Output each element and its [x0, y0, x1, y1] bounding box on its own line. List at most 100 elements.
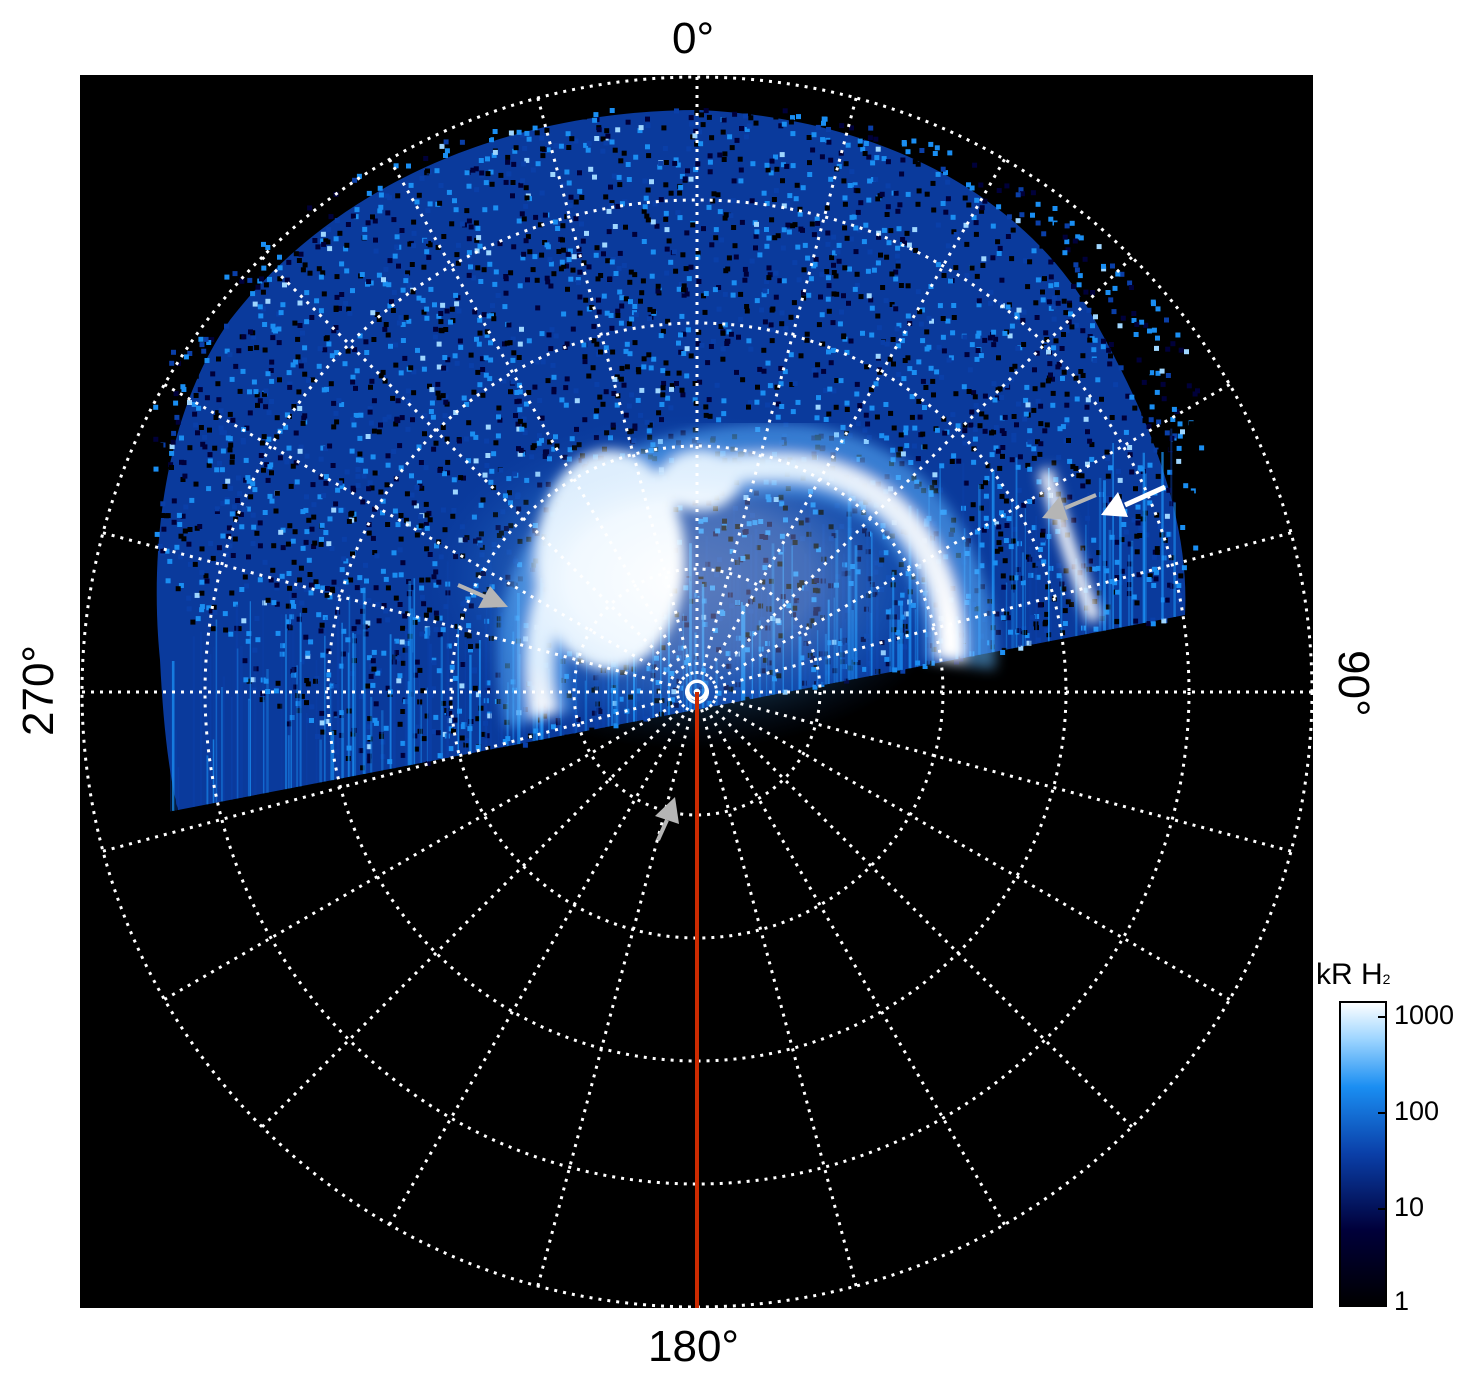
speckle-pixel — [740, 377, 746, 383]
speckle-pixel — [229, 376, 235, 382]
speckle-pixel — [329, 353, 335, 359]
speckle-pixel — [1165, 373, 1171, 378]
speckle-pixel — [352, 347, 358, 353]
speckle-pixel — [1089, 442, 1095, 448]
speckle-pixel — [358, 748, 364, 754]
speckle-pixel — [416, 444, 422, 450]
speckle-pixel — [991, 381, 997, 387]
speckle-pixel — [607, 276, 613, 282]
speckle-pixel — [400, 740, 406, 746]
speckle-pixel — [1044, 611, 1050, 617]
speckle-pixel — [1005, 606, 1011, 612]
speckle-pixel — [398, 536, 404, 542]
speckle-pixel — [658, 333, 664, 339]
speckle-pixel — [1009, 323, 1015, 329]
speckle-pixel — [1012, 501, 1018, 507]
speckle-pixel — [534, 277, 540, 283]
speckle-pixel — [395, 656, 401, 662]
speckle-pixel — [545, 147, 551, 153]
speckle-pixel — [169, 450, 175, 456]
speckle-pixel — [617, 289, 623, 295]
speckle-pixel — [218, 408, 224, 414]
speckle-pixel — [220, 533, 226, 539]
speckle-pixel — [863, 412, 869, 418]
speckle-pixel — [341, 556, 347, 562]
speckle-pixel — [415, 724, 421, 730]
speckle-pixel — [582, 114, 587, 120]
speckle-pixel — [835, 249, 841, 255]
speckle-pixel — [349, 448, 355, 454]
speckle-pixel — [686, 146, 692, 152]
speckle-pixel — [431, 660, 437, 666]
speckle-pixel — [664, 227, 670, 233]
speckle-pixel — [304, 529, 310, 535]
speckle-pixel — [581, 342, 587, 348]
speckle-pixel — [1004, 382, 1010, 388]
speckle-pixel — [975, 333, 981, 339]
speckle-pixel — [510, 193, 515, 199]
speckle-pixel — [731, 178, 737, 184]
speckle-pixel — [1002, 558, 1008, 564]
speckle-pixel — [154, 531, 160, 537]
speckle-pixel — [617, 250, 623, 256]
speckle-pixel — [324, 386, 329, 392]
speckle-pixel — [916, 359, 922, 365]
speckle-pixel — [449, 221, 455, 227]
speckle-pixel — [459, 221, 465, 227]
speckle-pixel — [517, 283, 523, 289]
speckle-pixel — [997, 245, 1003, 251]
speckle-pixel — [512, 148, 518, 154]
speckle-pixel — [669, 383, 675, 389]
speckle-pixel — [885, 159, 891, 165]
speckle-pixel — [435, 730, 441, 736]
speckle-pixel — [373, 720, 379, 726]
speckle-pixel — [627, 351, 633, 357]
speckle-pixel — [345, 637, 351, 643]
speckle-pixel — [199, 604, 205, 610]
speckle-pixel — [663, 160, 669, 165]
speckle-pixel — [1004, 611, 1010, 617]
speckle-pixel — [1186, 510, 1192, 516]
speckle-pixel — [371, 666, 377, 672]
speckle-pixel — [521, 251, 527, 257]
speckle-pixel — [748, 346, 754, 352]
speckle-pixel — [254, 530, 260, 536]
speckle-pixel — [1150, 621, 1156, 627]
speckle-pixel — [1177, 433, 1183, 439]
speckle-pixel — [400, 660, 406, 666]
speckle-pixel — [304, 494, 309, 500]
speckle-pixel — [438, 311, 444, 316]
speckle-pixel — [502, 304, 508, 310]
speckle-pixel — [792, 222, 798, 228]
speckle-pixel — [814, 415, 820, 421]
speckle-pixel — [1157, 449, 1163, 455]
speckle-pixel — [230, 553, 236, 558]
speckle-pixel — [275, 233, 281, 239]
speckle-pixel — [366, 598, 372, 604]
speckle-pixel — [661, 125, 667, 131]
speckle-pixel — [551, 386, 557, 392]
speckle-pixel — [1028, 572, 1034, 578]
speckle-pixel — [422, 431, 427, 437]
speckle-pixel — [365, 434, 371, 439]
speckle-pixel — [1142, 418, 1148, 424]
speckle-pixel — [663, 210, 669, 216]
speckle-pixel — [937, 303, 943, 309]
speckle-pixel — [991, 342, 997, 348]
speckle-pixel — [651, 308, 656, 314]
speckle-pixel — [324, 592, 330, 598]
speckle-pixel — [843, 161, 849, 167]
speckle-pixel — [722, 151, 728, 157]
speckle-pixel — [405, 426, 411, 432]
speckle-pixel — [1025, 402, 1031, 408]
speckle-pixel — [1043, 345, 1049, 351]
speckle-pixel — [834, 291, 840, 297]
speckle-pixel — [473, 434, 479, 440]
speckle-pixel — [975, 348, 981, 353]
speckle-pixel — [380, 568, 386, 574]
speckle-pixel — [626, 403, 632, 409]
speckle-pixel — [920, 338, 926, 344]
speckle-pixel — [484, 438, 490, 444]
speckle-pixel — [295, 336, 301, 342]
speckle-pixel — [857, 138, 863, 144]
